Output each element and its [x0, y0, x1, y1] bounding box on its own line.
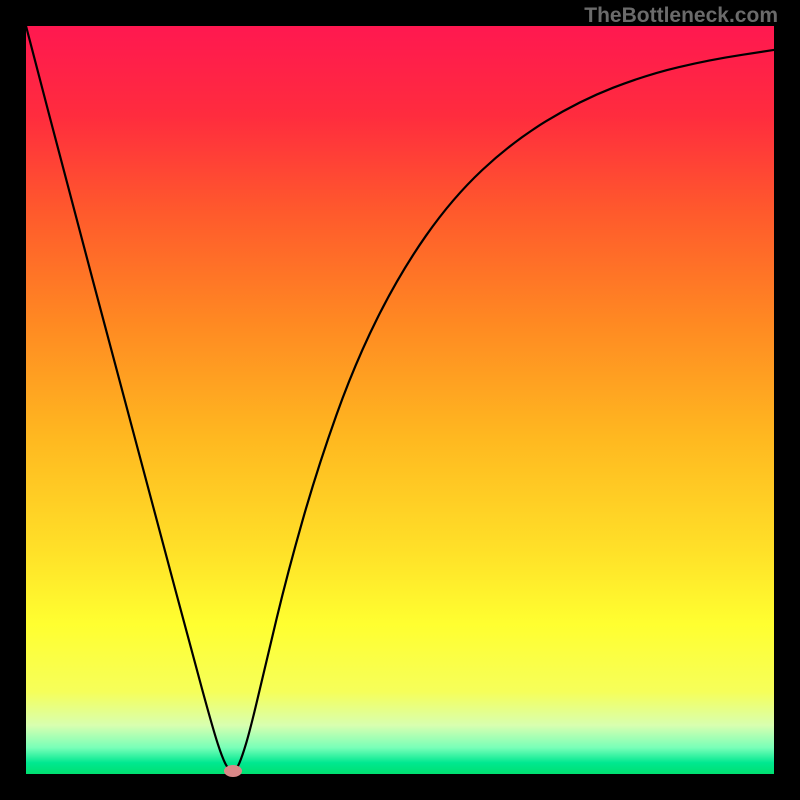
bottleneck-curve: [26, 26, 774, 774]
watermark-text: TheBottleneck.com: [584, 4, 778, 28]
optimum-marker: [224, 765, 242, 777]
plot-area: [26, 26, 774, 774]
